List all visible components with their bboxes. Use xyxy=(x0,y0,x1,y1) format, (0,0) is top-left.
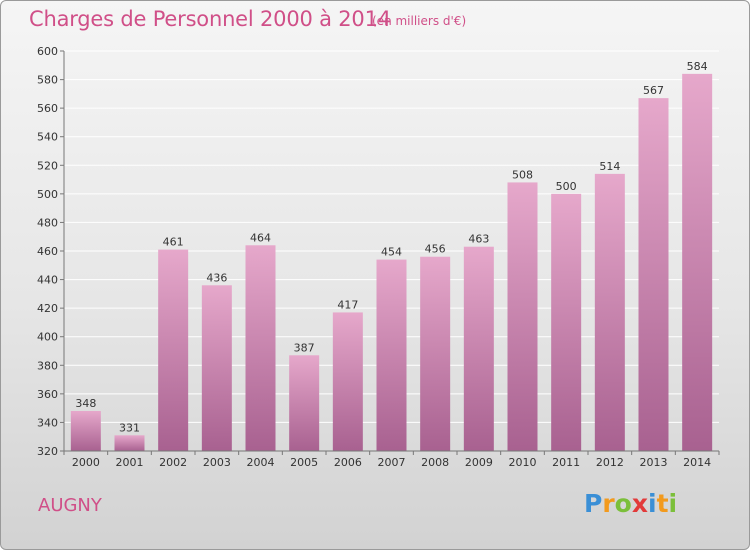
bar xyxy=(245,245,276,451)
logo-letter: r xyxy=(602,489,615,518)
y-tick-label: 600 xyxy=(37,45,58,58)
data-label: 348 xyxy=(75,397,96,410)
bar xyxy=(158,249,189,451)
data-label: 514 xyxy=(599,160,620,173)
y-tick-label: 540 xyxy=(37,131,58,144)
data-label: 464 xyxy=(250,231,271,244)
y-tick-label: 560 xyxy=(37,102,58,115)
x-tick-label: 2014 xyxy=(683,456,711,469)
data-label: 584 xyxy=(687,60,708,73)
x-tick-label: 2004 xyxy=(247,456,275,469)
y-tick-label: 460 xyxy=(37,245,58,258)
y-tick-label: 340 xyxy=(37,416,58,429)
data-label: 500 xyxy=(556,180,577,193)
y-tick-label: 400 xyxy=(37,331,58,344)
data-label: 331 xyxy=(119,421,140,434)
data-label: 567 xyxy=(643,84,664,97)
x-tick-label: 2008 xyxy=(421,456,449,469)
axes: 320 340 360 380 400 420 440 460 480 500 520 540 560 5… xyxy=(37,45,720,469)
y-tick-label: 420 xyxy=(37,302,58,315)
data-label: 436 xyxy=(206,271,227,284)
x-tick-label: 2000 xyxy=(72,456,100,469)
x-tick-label: 2011 xyxy=(552,456,580,469)
data-label: 508 xyxy=(512,168,533,181)
x-tick-label: 2009 xyxy=(465,456,493,469)
x-tick-label: 2012 xyxy=(596,456,624,469)
data-label: 417 xyxy=(337,298,358,311)
x-tick-label: 2003 xyxy=(203,456,231,469)
data-label: 461 xyxy=(163,236,184,249)
y-tick-label: 380 xyxy=(37,359,58,372)
bars xyxy=(70,73,713,452)
logo-letter: P xyxy=(584,489,603,518)
data-label: 456 xyxy=(425,243,446,256)
x-tick-label: 2013 xyxy=(640,456,668,469)
data-label: 454 xyxy=(381,246,402,259)
bar xyxy=(114,435,145,451)
x-tick-label: 2007 xyxy=(378,456,406,469)
chart-subtitle: (en milliers d'€) xyxy=(372,14,467,28)
bar xyxy=(70,411,101,451)
data-label: 387 xyxy=(294,341,315,354)
y-tick-label: 440 xyxy=(37,274,58,287)
y-tick-label: 520 xyxy=(37,159,58,172)
logo-letter: t xyxy=(656,489,669,518)
y-tick-label: 360 xyxy=(37,388,58,401)
bar xyxy=(551,193,582,451)
logo-letter: i xyxy=(668,489,678,518)
y-tick-label: 580 xyxy=(37,74,58,87)
bar xyxy=(463,246,494,451)
logo-letter: i xyxy=(648,489,657,518)
y-tick-label: 480 xyxy=(37,216,58,229)
x-tick-label: 2001 xyxy=(116,456,144,469)
x-tick-label: 2002 xyxy=(159,456,187,469)
bar xyxy=(682,73,713,451)
bar xyxy=(594,173,625,451)
bar xyxy=(289,355,320,451)
bar xyxy=(376,259,407,451)
data-labels: 348 331 461 436 464 387 417 454 456 463 508 500 514 5… xyxy=(75,60,707,434)
data-label: 463 xyxy=(468,233,489,246)
logo-letter: x xyxy=(631,489,648,518)
x-tick-label: 2006 xyxy=(334,456,362,469)
bar xyxy=(507,182,538,451)
place-name: AUGNY xyxy=(38,495,102,516)
bar xyxy=(638,98,669,452)
bar xyxy=(420,256,451,451)
x-tick-label: 2010 xyxy=(509,456,537,469)
x-tick-label: 2005 xyxy=(290,456,318,469)
proxiti-logo: Proxiti xyxy=(584,489,677,518)
chart-title: Charges de Personnel 2000 à 2014 xyxy=(29,7,391,31)
bar xyxy=(201,285,232,451)
bar xyxy=(332,312,363,451)
y-tick-label: 320 xyxy=(37,445,58,458)
logo-letter: o xyxy=(614,489,632,518)
y-tick-label: 500 xyxy=(37,188,58,201)
